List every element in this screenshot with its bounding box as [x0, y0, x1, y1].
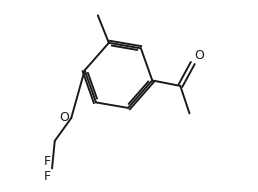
Text: F: F — [43, 155, 51, 168]
Text: O: O — [59, 112, 69, 124]
Text: O: O — [194, 49, 204, 62]
Text: F: F — [44, 170, 51, 183]
